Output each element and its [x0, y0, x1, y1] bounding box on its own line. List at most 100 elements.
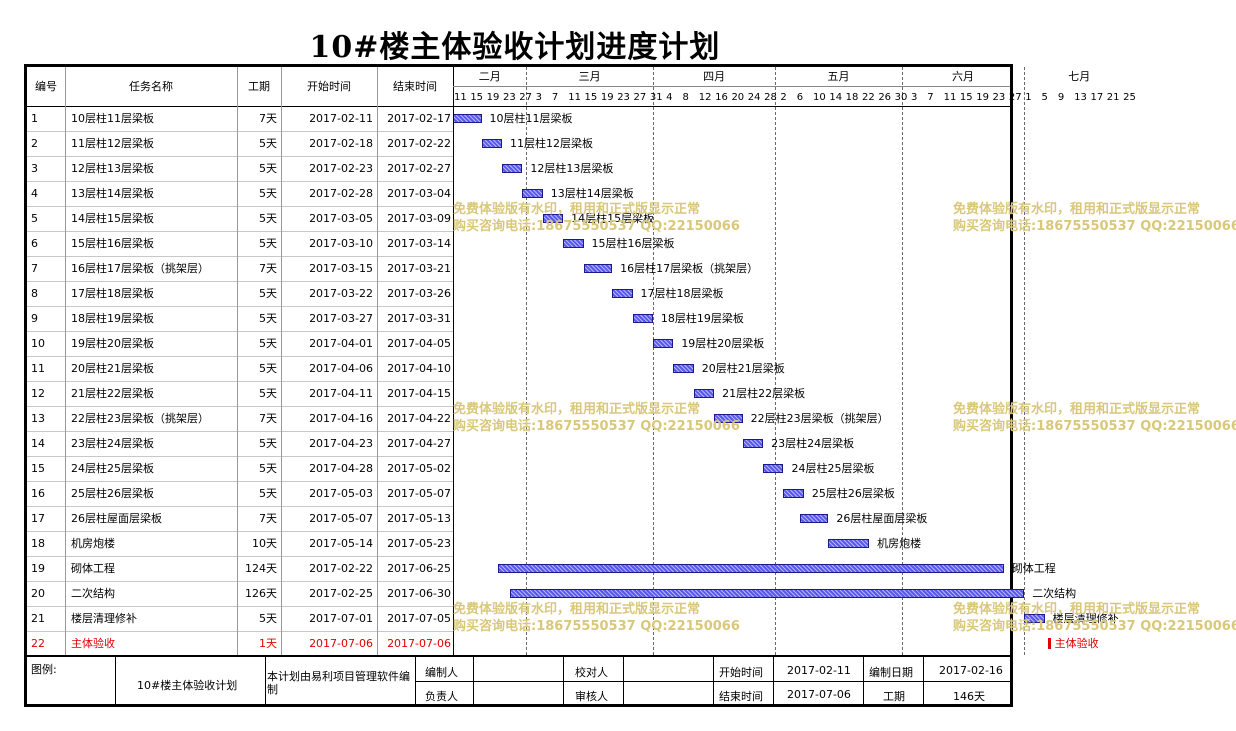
task-bar[interactable] [501, 164, 523, 173]
task-id: 2 [31, 137, 38, 150]
milestone-marker [1047, 638, 1051, 649]
watermark: 免费体验版有水印，租用和正式版显示正常 购买咨询电话:18675550537 QQ… [453, 402, 740, 434]
task-start: 2017-03-10 [309, 237, 373, 250]
task-end: 2017-02-22 [387, 137, 451, 150]
day-tick-label: 19 [486, 92, 500, 103]
bar-label: 砌体工程 [1011, 562, 1056, 575]
task-start: 2017-03-22 [309, 287, 373, 300]
day-tick-label: 13 [1074, 92, 1087, 103]
day-tick-label: 7 [927, 92, 934, 103]
day-tick-label: 10 [813, 92, 826, 103]
task-start: 2017-04-16 [309, 412, 373, 425]
task-end: 2017-04-22 [387, 412, 451, 425]
task-duration: 5天 [259, 437, 277, 450]
task-bar[interactable] [783, 489, 804, 498]
task-bar[interactable] [652, 339, 674, 348]
task-bar[interactable] [742, 439, 764, 448]
task-id: 11 [31, 362, 45, 375]
task-end: 2017-04-27 [387, 437, 451, 450]
bar-label: 10层柱11层梁板 [489, 112, 573, 125]
task-bar[interactable] [799, 514, 829, 523]
task-bar[interactable] [763, 464, 784, 473]
table-row [27, 456, 453, 457]
watermark: 免费体验版有水印，租用和正式版显示正常 购买咨询电话:18675550537 QQ… [953, 602, 1236, 634]
bar-label: 24层柱25层梁板 [791, 462, 875, 475]
day-tick-label: 3 [535, 92, 542, 103]
task-duration: 5天 [259, 337, 277, 350]
table-row [27, 581, 453, 582]
task-name: 17层柱18层梁板 [71, 287, 154, 300]
table-row [27, 131, 453, 132]
task-bar[interactable] [522, 189, 543, 198]
task-end: 2017-04-15 [387, 387, 451, 400]
task-end: 2017-06-30 [387, 587, 451, 600]
day-tick-label: 4 [666, 92, 673, 103]
task-bar[interactable] [828, 539, 870, 548]
bar-label: 11层柱12层梁板 [509, 137, 593, 150]
task-duration: 5天 [259, 212, 277, 225]
month-label: 六月 [951, 70, 974, 83]
task-bar[interactable] [481, 139, 502, 148]
day-tick-label: 24 [747, 92, 761, 103]
task-bar[interactable] [612, 289, 633, 298]
task-name: 13层柱14层梁板 [71, 187, 154, 200]
task-duration: 7天 [259, 262, 277, 275]
task-duration: 7天 [259, 512, 277, 525]
table-row [27, 481, 453, 482]
task-bar[interactable] [714, 414, 743, 423]
day-tick-label: 23 [502, 92, 516, 103]
task-name: 26层柱屋面层梁板 [71, 512, 162, 525]
day-tick-label: 8 [682, 92, 689, 103]
task-start: 2017-05-07 [309, 512, 373, 525]
table-row [27, 556, 453, 557]
table-row [27, 231, 453, 232]
bar-label: 13层柱14层梁板 [550, 187, 634, 200]
task-id: 4 [31, 187, 38, 200]
day-tick-label: 14 [829, 92, 843, 103]
day-tick-label: 16 [715, 92, 728, 103]
day-tick-label: 27 [1008, 92, 1022, 103]
day-tick-label: 17 [1090, 92, 1104, 103]
task-duration: 126天 [245, 587, 277, 600]
day-tick-label: 1 [1025, 92, 1032, 103]
month-label: 三月 [578, 70, 601, 83]
task-id: 15 [31, 462, 45, 475]
task-bar[interactable] [510, 589, 1025, 598]
task-end: 2017-03-31 [387, 312, 451, 325]
task-bar[interactable] [693, 389, 715, 398]
task-bar[interactable] [542, 214, 564, 223]
task-id: 8 [31, 287, 38, 300]
task-duration: 5天 [259, 312, 277, 325]
legend-label: 图例: [31, 663, 57, 676]
task-bar[interactable] [632, 314, 653, 323]
bar-label: 15层柱16层梁板 [591, 237, 675, 250]
day-tick-label: 15 [959, 92, 973, 103]
task-end: 2017-07-06 [387, 637, 451, 650]
table-row [27, 281, 453, 282]
day-tick-label: 11 [943, 92, 957, 103]
task-start: 2017-05-03 [309, 487, 373, 500]
task-bar[interactable] [497, 564, 1004, 573]
task-name: 11层柱12层梁板 [71, 137, 154, 150]
task-id: 20 [31, 587, 45, 600]
task-start: 2017-02-23 [309, 162, 373, 175]
task-duration: 5天 [259, 487, 277, 500]
task-duration: 5天 [259, 187, 277, 200]
watermark: 免费体验版有水印，租用和正式版显示正常 购买咨询电话:18675550537 QQ… [453, 202, 740, 234]
task-duration: 7天 [259, 112, 277, 125]
task-name: 16层柱17层梁板（挑架层） [71, 262, 209, 275]
task-bar[interactable] [563, 239, 584, 248]
table-row [27, 531, 453, 532]
task-bar[interactable] [673, 364, 694, 373]
task-bar[interactable] [583, 264, 613, 273]
task-bar[interactable] [1024, 614, 1045, 623]
task-name: 机房炮楼 [71, 537, 115, 550]
task-start: 2017-04-28 [309, 462, 373, 475]
task-bar[interactable] [453, 114, 482, 123]
month-separator [652, 67, 654, 655]
task-id: 21 [31, 612, 45, 625]
day-tick-label: 2 [780, 92, 787, 103]
task-name: 25层柱26层梁板 [71, 487, 154, 500]
day-tick-label: 23 [617, 92, 630, 103]
day-tick-label: 6 [796, 92, 804, 103]
